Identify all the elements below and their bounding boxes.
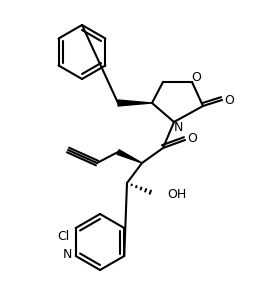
Text: O: O xyxy=(191,70,201,83)
Text: Cl: Cl xyxy=(57,229,70,242)
Text: N: N xyxy=(173,120,183,133)
Text: O: O xyxy=(224,94,234,107)
Polygon shape xyxy=(118,100,152,106)
Text: O: O xyxy=(187,131,197,144)
Polygon shape xyxy=(117,150,142,163)
Text: N: N xyxy=(62,247,72,260)
Text: OH: OH xyxy=(167,189,186,202)
